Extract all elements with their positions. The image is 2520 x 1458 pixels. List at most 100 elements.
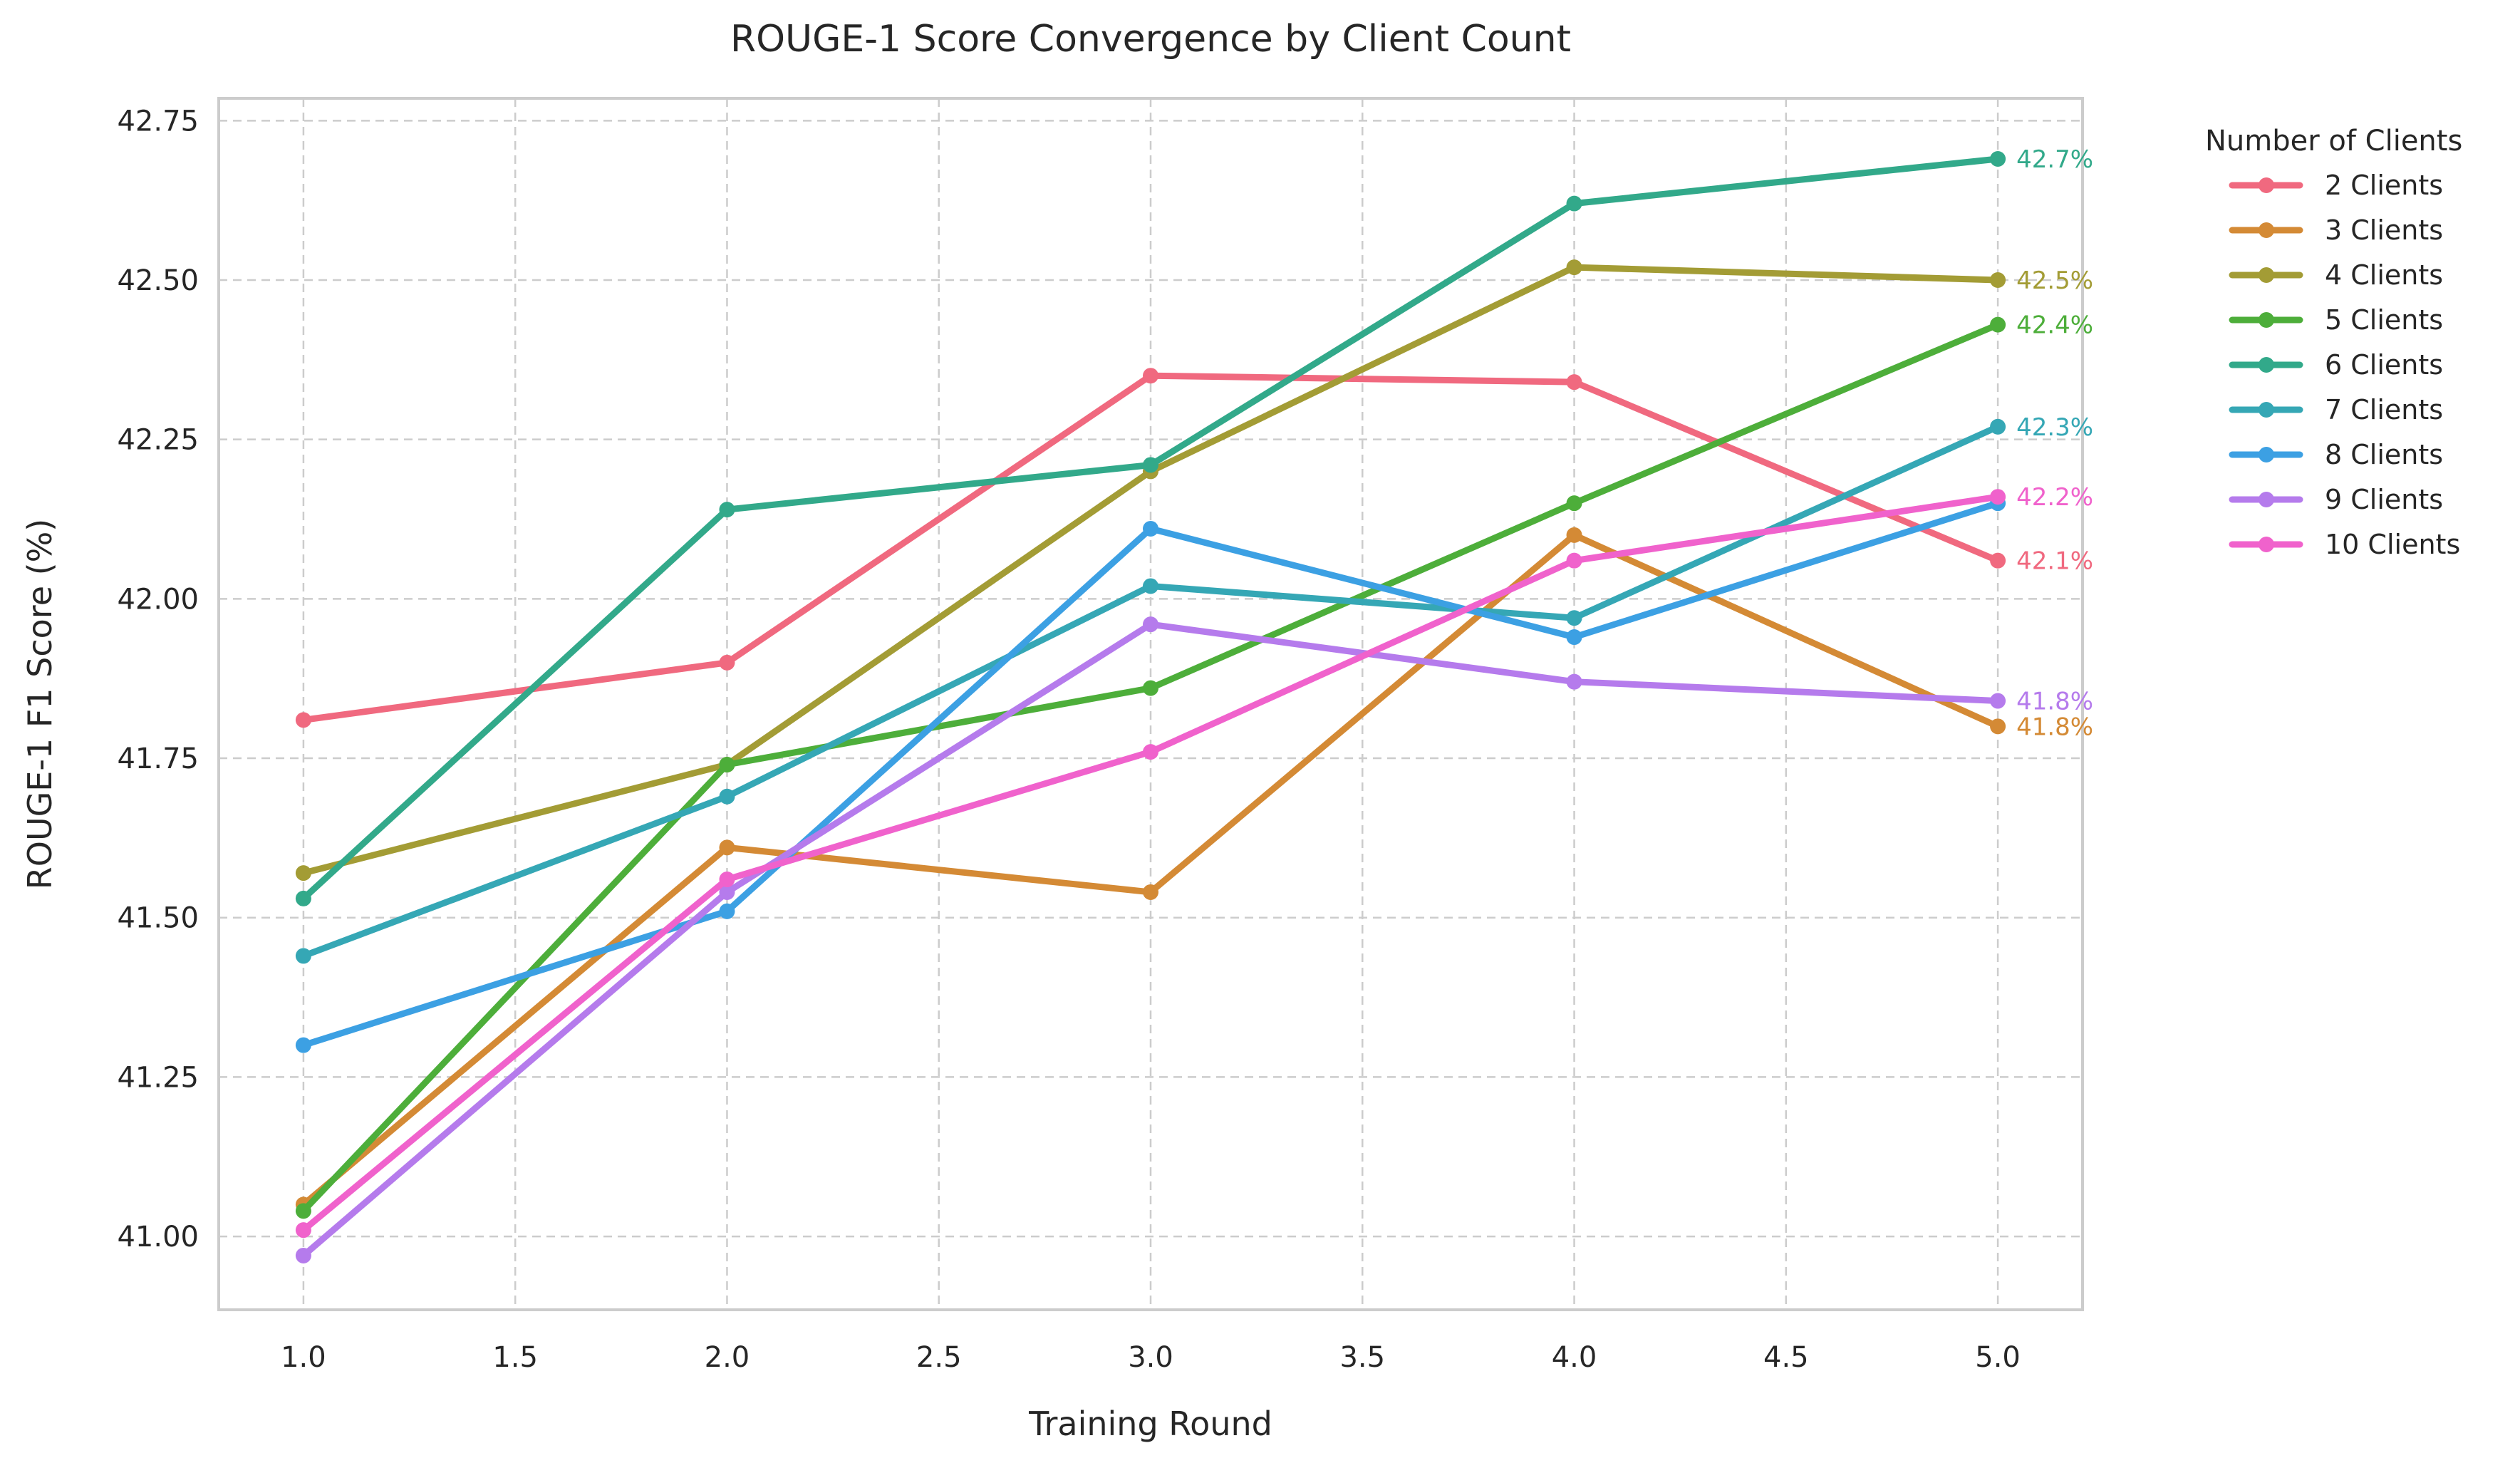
data-point: [719, 872, 735, 888]
series-8: [295, 616, 2006, 1263]
legend-item: 9 Clients: [2229, 484, 2443, 515]
y-tick-label: 42.75: [117, 105, 199, 138]
series-lines: [295, 151, 2006, 1263]
data-point: [1990, 316, 2006, 333]
data-point: [295, 1037, 311, 1053]
legend-label: 9 Clients: [2325, 484, 2443, 515]
plot-frame: [217, 97, 2084, 1311]
x-tick-label: 1.0: [281, 1341, 326, 1374]
legend-label: 10 Clients: [2325, 529, 2460, 560]
y-tick-label: 41.00: [117, 1221, 199, 1253]
data-point: [1566, 374, 1582, 391]
data-point: [295, 948, 311, 964]
data-point: [1143, 616, 1158, 633]
data-point: [295, 712, 311, 728]
y-tick-label: 41.50: [117, 902, 199, 935]
end-value-label: 42.2%: [2016, 483, 2093, 512]
legend-swatch-marker: [2259, 402, 2274, 418]
legend-label: 3 Clients: [2325, 214, 2443, 246]
legend-item: 6 Clients: [2229, 349, 2443, 381]
data-point: [1990, 418, 2006, 435]
legend-label: 7 Clients: [2325, 394, 2443, 425]
end-value-label: 42.5%: [2016, 267, 2093, 295]
data-point: [1990, 693, 2006, 709]
x-tick-label: 4.5: [1763, 1341, 1809, 1374]
y-tick-labels: 41.00 41.25 41.50 41.75 42.00 42.25 42.50 42.75: [117, 105, 199, 1253]
end-value-label: 42.7%: [2016, 145, 2093, 174]
series-5: [295, 151, 2006, 906]
y-axis-label: ROUGE-1 F1 Score (%): [21, 519, 59, 889]
data-point: [1990, 552, 2006, 569]
series-6: [295, 418, 2006, 964]
legend-item: 7 Clients: [2229, 394, 2443, 425]
data-point: [719, 788, 735, 805]
x-tick-label: 1.5: [492, 1341, 538, 1374]
data-point: [1566, 552, 1582, 569]
legend-label: 2 Clients: [2325, 170, 2443, 201]
y-tick-label: 41.25: [117, 1061, 199, 1094]
legend-swatch-marker: [2259, 222, 2274, 238]
data-point: [1143, 884, 1158, 900]
data-point: [1143, 744, 1158, 760]
chart-title: ROUGE-1 Score Convergence by Client Coun…: [730, 18, 1571, 61]
data-point: [1143, 368, 1158, 384]
legend-item: 8 Clients: [2229, 439, 2443, 470]
data-point: [719, 903, 735, 919]
data-point: [1143, 520, 1158, 537]
data-point: [295, 890, 311, 906]
legend-swatch-marker: [2259, 447, 2274, 462]
data-point: [1566, 495, 1582, 512]
legend-item: 3 Clients: [2229, 214, 2443, 246]
data-point: [1143, 457, 1158, 473]
data-point: [1143, 578, 1158, 594]
x-axis-label: Training Round: [1028, 1405, 1272, 1443]
legend-item: 2 Clients: [2229, 170, 2443, 201]
data-point: [1566, 629, 1582, 646]
end-value-label: 42.4%: [2016, 311, 2093, 340]
legend-label: 5 Clients: [2325, 304, 2443, 336]
data-point: [1990, 489, 2006, 505]
legend-swatch-marker: [2259, 492, 2274, 507]
data-point: [719, 839, 735, 856]
data-point: [719, 502, 735, 518]
x-tick-label: 2.0: [705, 1341, 750, 1374]
legend-label: 6 Clients: [2325, 349, 2443, 381]
data-point: [295, 1247, 311, 1263]
data-point: [1566, 527, 1582, 543]
data-point: [295, 865, 311, 881]
y-tick-label: 42.25: [117, 424, 199, 457]
data-point: [1566, 610, 1582, 626]
end-value-label: 42.1%: [2016, 547, 2093, 576]
data-point: [1566, 195, 1582, 212]
legend-label: 4 Clients: [2325, 259, 2443, 291]
end-value-labels: 42.1% 41.8% 42.5% 42.4% 42.7% 42.3% 41.8% 42.2%: [2016, 145, 2093, 741]
legend-label: 8 Clients: [2325, 439, 2443, 470]
data-point: [719, 654, 735, 671]
end-value-label: 41.8%: [2016, 713, 2093, 741]
data-point: [1143, 680, 1158, 696]
legend-swatch-marker: [2259, 537, 2274, 552]
legend-swatch-marker: [2259, 312, 2274, 328]
y-tick-label: 41.75: [117, 743, 199, 775]
legend-item: 10 Clients: [2229, 529, 2460, 560]
legend-item: 4 Clients: [2229, 259, 2443, 291]
data-point: [719, 757, 735, 772]
x-tick-label: 4.0: [1552, 1341, 1597, 1374]
x-tick-labels: 1.0 1.5 2.0 2.5 3.0 3.5 4.0 4.5 5.0: [281, 1341, 2021, 1374]
end-value-label: 42.3%: [2016, 413, 2093, 442]
legend-item: 5 Clients: [2229, 304, 2443, 336]
end-value-label: 41.8%: [2016, 688, 2093, 716]
data-point: [1566, 673, 1582, 690]
legend: Number of Clients 2 Clients 3 Clients 4 Cl…: [2205, 125, 2462, 560]
legend-title: Number of Clients: [2205, 125, 2462, 157]
y-tick-label: 42.50: [117, 264, 199, 297]
legend-swatch-marker: [2259, 357, 2274, 373]
y-tick-label: 42.00: [117, 583, 199, 616]
data-point: [1990, 272, 2006, 288]
x-tick-label: 3.5: [1339, 1341, 1385, 1374]
data-point: [719, 884, 735, 900]
series-9: [295, 489, 2006, 1239]
data-point: [1566, 259, 1582, 276]
